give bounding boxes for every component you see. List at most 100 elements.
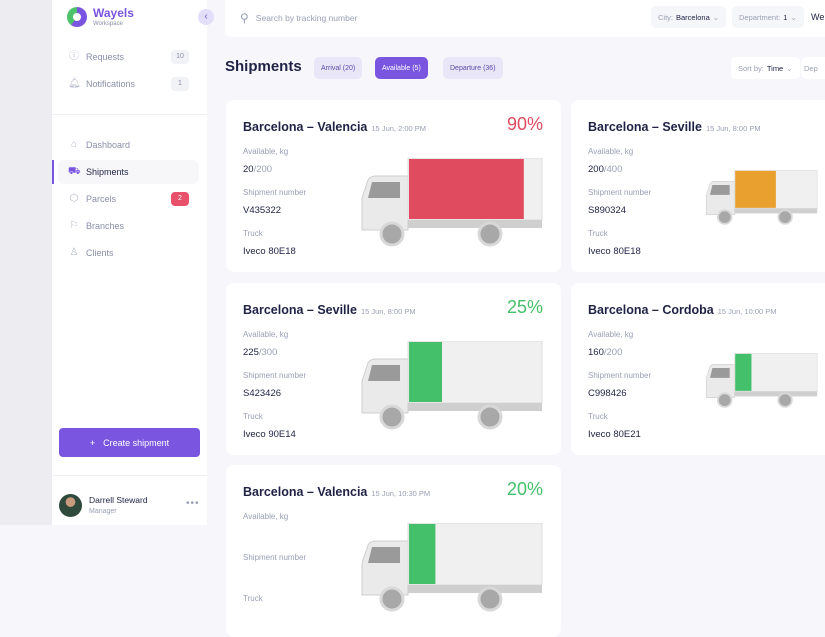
truck-load-illustration [361,523,543,612]
departure-time: 15 Jun, 10:30 PM [371,489,431,498]
shipment-number-label: Shipment number [243,188,307,197]
wheel [477,586,503,612]
user-icon: ♙ [69,247,79,258]
shipment-card[interactable]: Barcelona – Valencia 15 Jun, 10:30 PM 20%… [226,465,561,637]
count-badge: 10 [171,50,189,64]
chevron-down-icon: ⌄ [790,12,797,22]
department-select[interactable]: Department: 1 ⌄ [732,6,804,28]
divider [52,114,207,115]
available-label: Available, kg [588,147,634,156]
tab-available[interactable]: Available (5) [375,57,428,79]
sort-select[interactable]: Sort by: Time ⌄ [731,57,800,79]
value: Time [766,63,784,73]
wheel [477,404,503,430]
brand-name: Wayels [93,6,134,20]
sidebar-item-shipments[interactable]: ⛟ Shipments [58,160,199,184]
shipment-card[interactable]: Barcelona – Cordoba 15 Jun, 10:00 PM Avai… [571,283,825,455]
sidebar-item-dashboard[interactable]: ⌂ Dashboard [58,133,199,157]
shipment-number: S423426 [243,388,282,399]
route: Barcelona – Cordoba 15 Jun, 10:00 PM [588,303,777,317]
shipment-number: V435322 [243,205,282,216]
route-name: Barcelona – Cordoba [588,303,714,317]
department-filter[interactable]: Dep [801,57,825,79]
wheel [379,586,405,612]
tab-arrival[interactable]: Arrival (20) [314,57,363,79]
chassis [734,391,818,397]
departure-time: 15 Jun, 2:00 PM [371,124,427,133]
flag-icon: ⚐ [69,220,79,231]
avatar[interactable] [59,494,82,517]
chassis [734,208,818,214]
departure-time: 15 Jun, 10:00 PM [717,307,777,316]
label: Branches [86,221,125,231]
shipment-number-label: Shipment number [243,553,307,562]
wheel [379,404,405,430]
label: Requests [86,52,125,62]
sidebar: Wayels Workspace ‹ ⓘ Requests 10 🔔︎ Notific… [52,0,214,525]
shipment-number: S890324 [588,205,627,216]
sidebar-item-requests[interactable]: ⓘ Requests 10 [58,45,199,69]
available-amount: 225 [243,347,259,358]
total-capacity: /300 [258,347,278,358]
plus-icon: + [89,437,96,448]
sidebar-item-notifications[interactable]: 🔔︎ Notifications 1 [58,72,199,96]
user-name: Darrell Steward [89,495,148,505]
route: Barcelona – Valencia 15 Jun, 2:00 PM [243,120,426,134]
tab-departure[interactable]: Departure (36) [443,57,503,79]
route: Barcelona – Valencia 15 Jun, 10:30 PM [243,485,430,499]
truck-label: Truck [588,229,608,238]
route: Barcelona – Seville 15 Jun, 8:00 PM [243,303,416,317]
available-label: Available, kg [243,512,289,521]
truck-icon: ⛟ [68,166,81,177]
available-label: Available, kg [243,147,289,156]
load-percent: 25% [506,297,543,317]
create-shipment-button[interactable]: + Create shipment [59,428,200,457]
home-icon: ⌂ [70,139,78,150]
truck-model: Iveco 80E18 [243,246,296,257]
label: City: [658,12,673,22]
available-value: 20/200 [243,164,272,175]
chassis [408,403,542,411]
route: Barcelona – Seville 15 Jun, 8:00 PM [588,120,761,134]
label: Notifications [86,79,136,89]
shipment-card[interactable]: Barcelona – Seville 15 Jun, 8:00 PM 25% A… [226,283,561,455]
truck-load-illustration [705,353,818,408]
wheel [777,209,793,225]
load-percent: 20% [506,479,543,499]
truck-window [368,182,400,198]
sidebar-item-parcels[interactable]: ⬡ Parcels 2 [58,187,199,211]
label: Create shipment [103,437,170,448]
shipment-number-label: Shipment number [243,371,307,380]
available-amount: 160 [588,347,604,358]
available-amount: 200 [588,164,604,175]
logo-icon [67,7,87,27]
departure-time: 15 Jun, 8:00 PM [360,307,416,316]
available-value: 225/300 [243,347,277,358]
search-input[interactable]: ⚲ Search by tracking number [240,11,357,25]
cargo-fill [409,342,442,402]
more-options-icon[interactable]: ••• [186,498,200,509]
user-role: Manager [89,508,117,515]
search-placeholder: Search by tracking number [255,13,358,23]
available-value: 160/200 [588,347,622,358]
shipment-card[interactable]: Barcelona – Seville 15 Jun, 8:00 PM Avail… [571,100,825,272]
route-name: Barcelona – Valencia [243,120,368,134]
cargo-fill [409,159,524,219]
sidebar-item-clients[interactable]: ♙ Clients [58,241,199,265]
route-name: Barcelona – Seville [588,120,702,134]
collapse-sidebar-button[interactable]: ‹ [198,9,214,25]
wheel [717,209,733,225]
count-badge: 1 [171,77,189,91]
available-label: Available, kg [243,330,289,339]
available-value: 200/400 [588,164,622,175]
box-icon: ⬡ [69,193,79,204]
route-name: Barcelona – Valencia [243,485,368,499]
sidebar-item-branches[interactable]: ⚐ Branches [58,214,199,238]
page-title: Shipments [225,58,302,75]
truck-load-illustration [361,341,543,430]
shipment-card[interactable]: Barcelona – Valencia 15 Jun, 2:00 PM 90% … [226,100,561,272]
city-select[interactable]: City: Barcelona ⌄ [651,6,727,28]
workspace-label: Workspace [93,21,123,27]
label: Parcels [86,194,117,204]
total-capacity: /200 [253,164,273,175]
